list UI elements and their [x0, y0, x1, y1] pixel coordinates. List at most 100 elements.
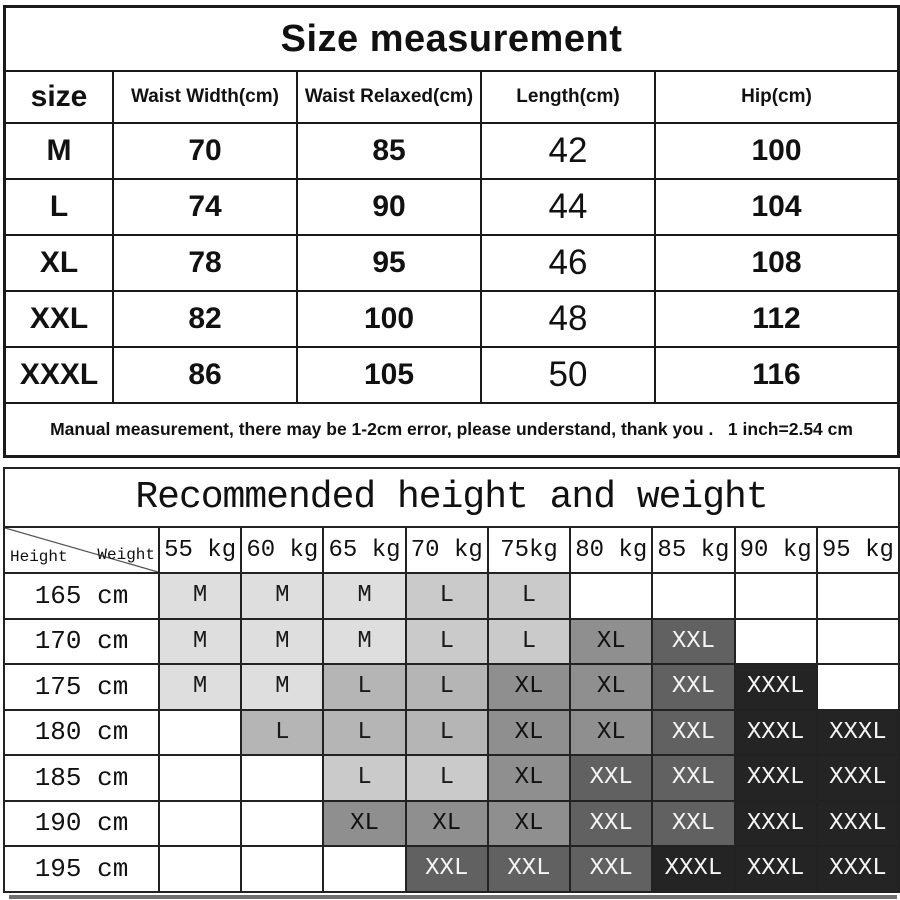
reco-cell: XXL	[651, 665, 734, 709]
length-value: 50	[480, 348, 654, 402]
reco-cell: L	[404, 619, 487, 663]
reco-cell: L	[404, 756, 487, 800]
size-label: XXL	[29, 302, 89, 335]
reco-row-180: 180 cm L L L XL XL XXL XXXL XXXL	[5, 708, 898, 754]
reco-cell: M	[240, 665, 323, 709]
reco-cell	[240, 847, 323, 891]
reco-cell: XXL	[486, 847, 570, 891]
reco-cell: M	[158, 619, 241, 663]
reco-cell	[815, 574, 898, 618]
size-table-title: Size measurement	[280, 17, 623, 60]
height-row-label: 165 cm	[5, 574, 158, 618]
waist-width-value: 70	[112, 124, 296, 178]
reco-table-title: Recommended height and weight	[135, 476, 768, 519]
waist-relaxed-value: 95	[296, 236, 480, 290]
waist-width-value: 82	[112, 292, 296, 346]
size-row-xl: XL 78 95 46 108	[6, 234, 897, 290]
reco-cell: XXXL	[815, 801, 898, 845]
reco-row-165: 165 cm M M M L L	[5, 572, 898, 618]
reco-cell: XXXL	[815, 847, 898, 891]
reco-cell: XXL	[404, 847, 487, 891]
weight-column-95: 95 kg	[815, 528, 898, 572]
reco-cell	[815, 665, 898, 709]
diagonal-line	[5, 528, 158, 572]
reco-cell: XXXL	[733, 801, 816, 845]
waist-width-value: 78	[112, 236, 296, 290]
reco-row-185: 185 cm L L XL XXL XXL XXXL XXXL	[5, 754, 898, 800]
reco-cell	[240, 801, 323, 845]
reco-cell: L	[486, 574, 570, 618]
height-row-label: 170 cm	[5, 619, 158, 663]
reco-cell: XL	[322, 801, 405, 845]
size-table-header-row: size Waist Width(cm) Waist Relaxed(cm) L…	[6, 70, 897, 122]
reco-cell: XXL	[651, 801, 734, 845]
reco-cell	[322, 847, 405, 891]
reco-cell: XXXL	[733, 756, 816, 800]
waist-relaxed-value: 105	[296, 348, 480, 402]
size-label: XL	[39, 246, 79, 279]
reco-cell	[815, 619, 898, 663]
reco-cell: L	[404, 665, 487, 709]
reco-cell: L	[404, 574, 487, 618]
column-header-hip: Hip(cm)	[654, 72, 897, 122]
size-measurement-table: Size measurement size Waist Width(cm) Wa…	[3, 5, 900, 458]
size-row-xxl: XXL 82 100 48 112	[6, 290, 897, 346]
column-header-length: Length(cm)	[480, 72, 654, 122]
weight-column-90: 90 kg	[733, 528, 816, 572]
reco-cell: L	[240, 710, 323, 754]
reco-cell: XXXL	[733, 665, 816, 709]
column-header-waist-width: Waist Width(cm)	[112, 72, 296, 122]
recommended-size-table: Recommended height and weight Height Wei…	[3, 467, 900, 893]
reco-cell: XXL	[569, 847, 652, 891]
waist-relaxed-value: 100	[296, 292, 480, 346]
reco-cell	[733, 619, 816, 663]
hip-value: 108	[654, 236, 897, 290]
reco-cell: XXL	[569, 801, 652, 845]
hip-value: 116	[654, 348, 897, 402]
reco-cell: XXXL	[815, 756, 898, 800]
reco-cell: XXL	[651, 756, 734, 800]
weight-axis-label: Weight	[97, 546, 155, 564]
size-row-l: L 74 90 44 104	[6, 178, 897, 234]
reco-row-170: 170 cm M M M L L XL XXL	[5, 617, 898, 663]
reco-cell: XL	[486, 756, 570, 800]
reco-cell: XL	[486, 801, 570, 845]
waist-relaxed-value: 90	[296, 180, 480, 234]
reco-cell: XXL	[651, 710, 734, 754]
waist-relaxed-value: 85	[296, 124, 480, 178]
size-label: M	[46, 134, 72, 167]
length-value: 46	[480, 236, 654, 290]
reco-cell: XL	[569, 665, 652, 709]
length-value: 42	[480, 124, 654, 178]
height-weight-corner-cell: Height Weight	[5, 528, 158, 572]
reco-cell	[240, 756, 323, 800]
reco-cell: M	[158, 665, 241, 709]
height-row-label: 180 cm	[5, 710, 158, 754]
reco-cell: XXXL	[651, 847, 734, 891]
reco-cell	[733, 574, 816, 618]
weight-column-60: 60 kg	[240, 528, 322, 572]
length-value: 48	[480, 292, 654, 346]
reco-cell: XL	[404, 801, 487, 845]
reco-cell	[158, 756, 241, 800]
weight-column-65: 65 kg	[322, 528, 404, 572]
reco-cell: XL	[569, 710, 652, 754]
reco-cell	[569, 574, 652, 618]
height-row-label: 195 cm	[5, 847, 158, 891]
reco-cell: XL	[569, 619, 652, 663]
height-row-label: 185 cm	[5, 756, 158, 800]
column-header-size: size	[30, 80, 88, 113]
weight-column-75: 75kg	[486, 528, 569, 572]
reco-cell: L	[322, 756, 405, 800]
reco-cell: XL	[486, 710, 570, 754]
weight-column-85: 85 kg	[651, 528, 733, 572]
reco-cell	[158, 847, 241, 891]
reco-cell: M	[322, 619, 405, 663]
reco-cell: XL	[486, 665, 570, 709]
reco-cell: XXXL	[733, 847, 816, 891]
size-row-xxxl: XXXL 86 105 50 116	[6, 346, 897, 402]
reco-cell: M	[240, 619, 323, 663]
reco-cell: M	[240, 574, 323, 618]
hip-value: 100	[654, 124, 897, 178]
